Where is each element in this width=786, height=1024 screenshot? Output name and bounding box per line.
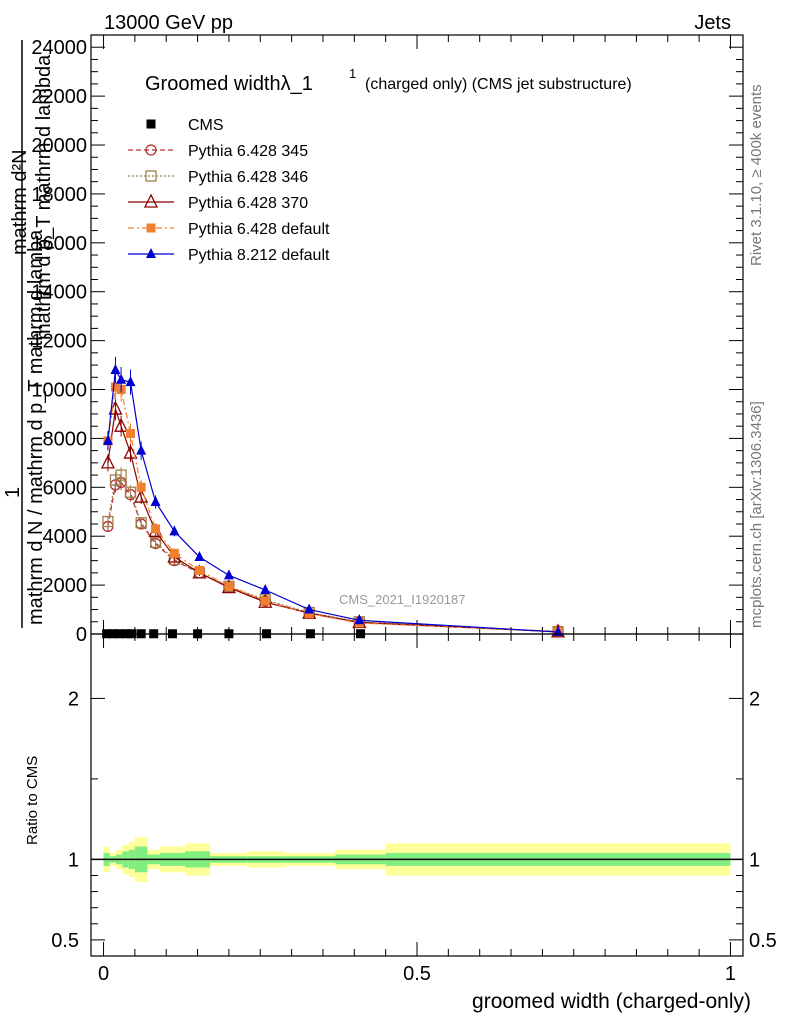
legend-marker (146, 223, 156, 233)
ylabel-line-2: 1 (2, 487, 24, 498)
rivet-label: Rivet 3.1.10, ≥ 400k events (748, 84, 765, 266)
ratio-y-tick-label-right: 0.5 (749, 930, 777, 952)
title-text: Groomed widthλ_1 (145, 73, 313, 95)
x-tick-label: 0 (98, 963, 109, 985)
legend-entry: CMS (146, 117, 224, 134)
series-line (107, 368, 559, 633)
y-tick-label: 0 (76, 624, 87, 646)
legend-marker (145, 144, 157, 156)
y-tick-label: 6000 (43, 477, 88, 499)
ratio-y-tick-label: 2 (68, 688, 79, 710)
legend-marker (145, 170, 157, 182)
y-tick-label: 16000 (31, 233, 87, 255)
ylabel-line-4: mathrm d p_T mathrm d lambda (33, 54, 55, 340)
data-point (223, 569, 234, 580)
data-point (125, 429, 135, 439)
y-tick-label: 2000 (43, 575, 88, 597)
data-point (110, 363, 121, 374)
y-tick-label: 4000 (43, 526, 88, 548)
legend-entry: Pythia 6.428 370 (128, 193, 308, 212)
analysis-watermark: CMS_2021_I1920187 (339, 592, 466, 607)
x-tick-label: 1 (725, 963, 736, 985)
ratio-y-tick-label-right: 1 (749, 849, 760, 871)
series-line (107, 408, 559, 633)
data-point (224, 581, 234, 591)
x-axis-label: groomed width (charged-only) (472, 990, 751, 1013)
mcplots-label: mcplots.cern.ch [arXiv:1306.3436] (748, 401, 765, 628)
series-group (100, 356, 566, 639)
data-point (102, 434, 113, 445)
series-pythia-8-212-default (102, 356, 564, 637)
data-point (169, 525, 180, 536)
legend-label: Pythia 6.428 370 (188, 195, 308, 212)
data-point (102, 515, 114, 528)
y-tick-label: 20000 (31, 135, 87, 157)
y-tick-label: 24000 (31, 37, 87, 59)
y-tick-label: 22000 (31, 86, 87, 108)
data-point (260, 583, 271, 594)
legend-marker (143, 193, 159, 208)
legend-label: Pythia 6.428 345 (188, 143, 308, 160)
legend-marker (146, 119, 156, 129)
data-point (100, 454, 115, 469)
data-point (135, 517, 147, 529)
legend: CMS Pythia 6.428 345 Pythia 6.428 346 Pythi… (128, 117, 330, 264)
data-point (110, 382, 120, 392)
title-subtitle: (charged only) (CMS jet substructure) (365, 76, 632, 93)
series-pythia-6-428-370 (100, 397, 566, 638)
data-point (149, 536, 162, 548)
x-tick-label: 0.5 (403, 963, 431, 985)
series-pythia-6-428-default (103, 374, 563, 637)
data-point (151, 524, 161, 534)
ratio-y-label: Ratio to CMS (24, 756, 41, 845)
legend-label: Pythia 8.212 default (188, 247, 330, 264)
data-point (304, 609, 314, 619)
plot-title: Groomed widthλ_1 1 (charged only) (CMS j… (145, 66, 632, 95)
ratio-plot-frame (90, 633, 744, 957)
title-superscript: 1 (349, 66, 356, 81)
header-energy: 13000 GeV pp (104, 12, 233, 34)
data-point (260, 596, 270, 606)
data-point (136, 444, 147, 455)
ylabel-line-1: mathrm d²N (9, 149, 31, 255)
ratio-y-tick-label-right: 2 (749, 688, 760, 710)
ratio-x-axis: 0 0.5 1 (98, 634, 736, 985)
data-point (116, 373, 127, 384)
legend-entry: Pythia 6.428 346 (128, 169, 308, 186)
legend-marker (146, 248, 156, 258)
data-point (136, 482, 146, 492)
y-tick-label: 14000 (31, 282, 87, 304)
legend-label: Pythia 6.428 346 (188, 169, 308, 186)
data-point (304, 603, 315, 614)
ratio-y-tick-label: 0.5 (51, 930, 79, 952)
y-tick-label: 18000 (31, 184, 87, 206)
data-point (115, 469, 127, 481)
series-line (107, 386, 559, 633)
legend-entry: Pythia 8.212 default (128, 247, 330, 264)
legend-label: Pythia 6.428 default (188, 221, 330, 238)
data-point (123, 444, 138, 459)
y-tick-label: 12000 (31, 331, 87, 353)
data-point (194, 565, 204, 575)
legend-entry: Pythia 6.428 default (128, 221, 330, 238)
y-tick-label: 10000 (31, 380, 87, 402)
data-point (354, 614, 365, 625)
ratio-y-axis: 0.5 0.5 1 1 2 2 (51, 688, 777, 952)
header-jets: Jets (694, 12, 731, 34)
data-point (150, 495, 161, 506)
data-point (194, 550, 205, 561)
data-point (114, 417, 129, 432)
legend-entry: Pythia 6.428 345 (128, 143, 308, 160)
ylabel-line-3: mathrm d N / mathrm d p_T mathrm d lamba (25, 229, 47, 625)
legend-label: CMS (188, 117, 224, 134)
data-point (125, 376, 136, 387)
main-y-label: mathrm d²N 1 mathrm d N / mathrm d p_T m… (2, 40, 55, 628)
ratio-y-tick-label: 1 (68, 849, 79, 871)
y-tick-label: 8000 (43, 428, 88, 450)
data-point (124, 486, 137, 498)
main-y-axis: 0 2000 4000 6000 8000 10000 12000 14000 16000 180… (31, 37, 743, 646)
data-point (169, 548, 179, 558)
